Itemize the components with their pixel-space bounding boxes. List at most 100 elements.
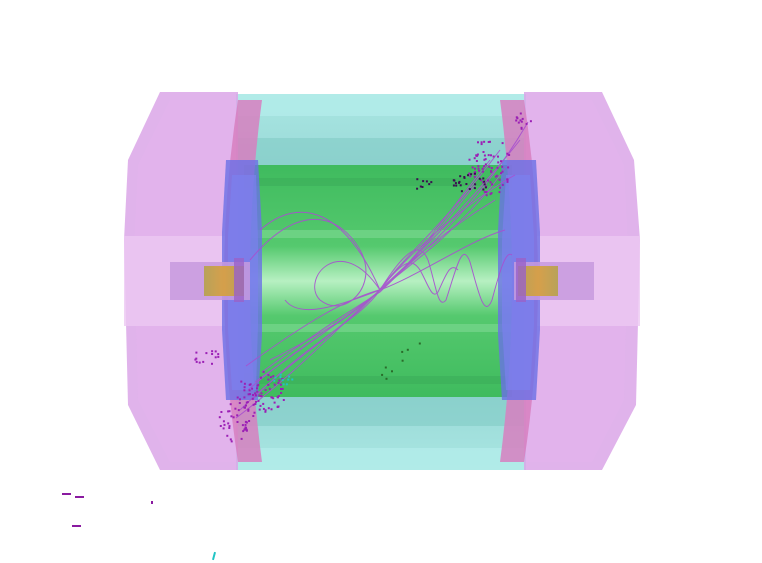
hit-point — [243, 382, 246, 385]
hit-point — [277, 381, 280, 384]
hit-point — [281, 379, 284, 382]
hit-point — [483, 140, 486, 143]
hit-point — [483, 190, 486, 193]
hit-point — [195, 351, 198, 354]
hit-point — [482, 177, 485, 180]
hit-point — [506, 180, 509, 183]
hit-point — [257, 383, 260, 386]
hit-point — [474, 171, 477, 174]
hit-point — [236, 396, 239, 399]
hit-point — [489, 140, 491, 143]
hit-point — [474, 172, 476, 175]
detector-hits — [194, 112, 532, 443]
hit-point — [425, 180, 428, 183]
hit-point — [501, 170, 504, 173]
hit-point — [248, 389, 251, 392]
hit-point — [264, 409, 267, 412]
hit-point — [194, 358, 197, 361]
hit-point — [470, 173, 473, 176]
hit-point — [279, 383, 282, 386]
hit-point — [270, 396, 273, 399]
hit-point — [471, 166, 474, 169]
hit-point — [223, 423, 226, 426]
hit-point — [195, 360, 198, 363]
hit-point — [258, 394, 261, 397]
hit-point — [490, 154, 492, 157]
hit-point — [281, 387, 284, 390]
hit-point — [477, 167, 480, 170]
hit-point — [252, 394, 254, 396]
hit-point — [483, 165, 485, 168]
hit-point — [211, 353, 214, 355]
hit-point — [485, 194, 488, 197]
hit-point — [497, 155, 499, 158]
hit-point — [468, 158, 471, 161]
hit-point — [214, 356, 217, 359]
hit-point — [384, 366, 387, 369]
hit-point — [241, 424, 244, 427]
hit-point — [236, 414, 239, 417]
hit-point — [473, 157, 476, 160]
hit-point — [282, 399, 285, 401]
hit-point — [468, 188, 471, 190]
hit-point — [484, 186, 487, 189]
hit-point — [521, 117, 524, 120]
hit-point — [260, 376, 262, 379]
hit-point — [501, 142, 504, 145]
hit-point — [217, 353, 220, 356]
hit-point — [234, 407, 237, 410]
hit-point — [257, 399, 260, 402]
hit-point — [230, 415, 233, 418]
hit-point — [272, 397, 275, 400]
legend — [62, 493, 217, 561]
hit-point — [455, 184, 458, 187]
hit-point — [487, 179, 490, 182]
hit-point — [264, 410, 267, 413]
hit-point — [520, 126, 523, 129]
hit-point — [273, 401, 276, 404]
hit-point — [515, 119, 518, 122]
hit-point — [487, 154, 490, 157]
hit-point — [247, 408, 250, 411]
hit-point — [496, 166, 499, 169]
hit-point — [222, 427, 225, 430]
hit-point — [480, 143, 483, 146]
hit-point — [205, 352, 208, 355]
hit-point — [239, 398, 241, 401]
hit-point — [488, 165, 491, 168]
hit-point — [500, 160, 502, 163]
hit-point — [490, 167, 493, 170]
hit-point — [468, 172, 471, 175]
hit-point — [253, 411, 256, 414]
hit-point — [254, 392, 257, 395]
hit-point — [229, 403, 232, 406]
hit-point — [280, 388, 282, 390]
hit-point — [489, 181, 492, 184]
hit-point — [476, 153, 479, 156]
hit-point — [475, 154, 478, 157]
hit-point — [274, 376, 277, 379]
hit-point — [243, 428, 246, 431]
hit-point — [519, 112, 522, 115]
hit-point — [228, 427, 231, 429]
hit-point — [529, 120, 532, 123]
hit-point — [520, 120, 523, 123]
hit-point — [255, 400, 257, 403]
hit-point — [401, 359, 404, 362]
hit-point — [291, 378, 294, 381]
hit-point — [519, 119, 522, 122]
hit-point — [482, 181, 485, 184]
hit-point — [218, 416, 221, 419]
hit-point — [482, 170, 484, 173]
hit-point — [236, 421, 239, 423]
hit-point — [282, 383, 285, 386]
hit-point — [281, 378, 284, 380]
hit-point — [477, 141, 479, 144]
hit-point — [459, 184, 462, 187]
hit-point — [244, 406, 246, 409]
hit-point — [498, 178, 501, 181]
hit-point — [211, 362, 213, 365]
hit-point — [280, 392, 283, 394]
